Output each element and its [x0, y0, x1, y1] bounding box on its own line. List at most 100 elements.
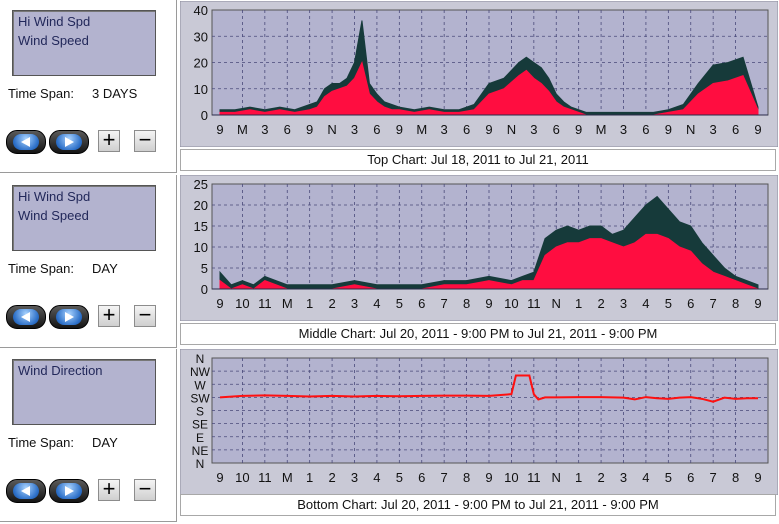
y-tick-label: 5	[201, 261, 208, 276]
time-span-label: Time Span:	[8, 435, 74, 450]
arrow-left-icon	[21, 137, 30, 147]
x-tick-label: 9	[575, 122, 582, 137]
x-tick-label: 5	[665, 470, 672, 485]
x-tick-label: 4	[373, 296, 380, 311]
zoom-in-button[interactable]: +	[98, 129, 120, 152]
x-tick-label: 9	[485, 470, 492, 485]
series-item: Hi Wind Spd	[18, 189, 91, 204]
x-tick-label: 10	[504, 296, 518, 311]
x-tick-label: 4	[642, 296, 649, 311]
zoom-out-button[interactable]: −	[134, 478, 156, 501]
x-tick-label: 10	[235, 296, 249, 311]
x-tick-label: M	[416, 122, 427, 137]
x-tick-label: 3	[261, 122, 268, 137]
x-tick-label: 9	[306, 122, 313, 137]
y-tick-label: 10	[194, 82, 208, 97]
x-tick-label: 4	[373, 470, 380, 485]
time-span-value: 3 DAYS	[92, 86, 138, 101]
x-tick-label: 2	[597, 470, 604, 485]
zoom-out-button[interactable]: −	[134, 129, 156, 152]
y-tick-label: 40	[194, 3, 208, 18]
x-tick-label: 7	[710, 296, 717, 311]
control-panel-middle: Hi Wind Spd Wind Speed Time Span: DAY + −	[0, 175, 177, 348]
zoom-in-button[interactable]: +	[98, 304, 120, 327]
next-button[interactable]	[49, 479, 89, 503]
x-tick-label: 9	[396, 122, 403, 137]
y-tick-label: 10	[194, 240, 208, 255]
previous-button[interactable]	[6, 130, 46, 154]
arrow-right-icon	[65, 137, 74, 147]
x-tick-label: 11	[527, 470, 541, 485]
zoom-out-button[interactable]: −	[134, 304, 156, 327]
y-tick-label: SW	[190, 391, 210, 405]
x-tick-label: N	[507, 122, 516, 137]
x-tick-label: 2	[597, 296, 604, 311]
bottom-chart-caption: Bottom Chart: Jul 20, 2011 - 9:00 PM to …	[180, 494, 776, 516]
next-button[interactable]	[49, 130, 89, 154]
x-tick-label: 6	[373, 122, 380, 137]
x-tick-label: 6	[284, 122, 291, 137]
x-tick-label: 10	[504, 470, 518, 485]
x-tick-label: 8	[463, 470, 470, 485]
x-tick-label: M	[282, 296, 293, 311]
x-tick-label: 11	[258, 470, 272, 485]
control-panel-top: Hi Wind Spd Wind Speed Time Span: 3 DAYS …	[0, 0, 177, 173]
x-tick-label: 7	[441, 296, 448, 311]
x-tick-label: 3	[351, 296, 358, 311]
middle-chart-caption: Middle Chart: Jul 20, 2011 - 9:00 PM to …	[180, 323, 776, 345]
previous-button[interactable]	[6, 479, 46, 503]
x-tick-label: N	[686, 122, 695, 137]
x-tick-label: 10	[235, 470, 249, 485]
y-tick-label: N	[196, 457, 205, 471]
x-tick-label: M	[282, 470, 293, 485]
next-button[interactable]	[49, 305, 89, 329]
x-tick-label: M	[237, 122, 248, 137]
x-tick-label: 9	[216, 122, 223, 137]
x-tick-label: 3	[441, 122, 448, 137]
time-span-value: DAY	[92, 261, 118, 276]
x-tick-label: 2	[328, 296, 335, 311]
x-tick-label: 6	[642, 122, 649, 137]
x-tick-label: 5	[396, 470, 403, 485]
series-item: Wind Speed	[18, 33, 89, 48]
y-tick-label: NW	[190, 365, 211, 379]
arrow-left-icon	[21, 312, 30, 322]
series-area-wind-speed	[219, 61, 759, 116]
time-span-top: Time Span: 3 DAYS	[8, 86, 137, 101]
series-list-bottom[interactable]: Wind Direction	[12, 359, 156, 425]
x-tick-label: 6	[687, 470, 694, 485]
x-tick-label: 6	[553, 122, 560, 137]
x-tick-label: 11	[258, 296, 272, 311]
y-tick-label: 0	[201, 282, 208, 297]
time-span-middle: Time Span: DAY	[8, 261, 118, 276]
x-tick-label: M	[596, 122, 607, 137]
x-tick-label: 3	[530, 122, 537, 137]
series-line-wind-direction	[219, 374, 758, 403]
x-tick-label: 3	[620, 470, 627, 485]
x-tick-label: 3	[620, 296, 627, 311]
x-tick-label: 6	[418, 470, 425, 485]
x-tick-label: 7	[710, 470, 717, 485]
series-list-top[interactable]: Hi Wind Spd Wind Speed	[12, 10, 156, 76]
series-list-middle[interactable]: Hi Wind Spd Wind Speed	[12, 185, 156, 251]
time-span-label: Time Span:	[8, 86, 74, 101]
x-tick-label: 3	[710, 122, 717, 137]
x-tick-label: 1	[575, 296, 582, 311]
zoom-in-button[interactable]: +	[98, 478, 120, 501]
time-span-value: DAY	[92, 435, 118, 450]
series-item: Wind Speed	[18, 208, 89, 223]
arrow-right-icon	[65, 486, 74, 496]
x-tick-label: 1	[306, 470, 313, 485]
x-tick-label: 1	[575, 470, 582, 485]
arrow-left-icon	[21, 486, 30, 496]
x-tick-label: 11	[527, 296, 541, 311]
x-tick-label: 3	[620, 122, 627, 137]
x-tick-label: 6	[732, 122, 739, 137]
previous-button[interactable]	[6, 305, 46, 329]
x-tick-label: N	[552, 470, 561, 485]
x-tick-label: 9	[754, 470, 761, 485]
x-tick-label: 9	[754, 122, 761, 137]
